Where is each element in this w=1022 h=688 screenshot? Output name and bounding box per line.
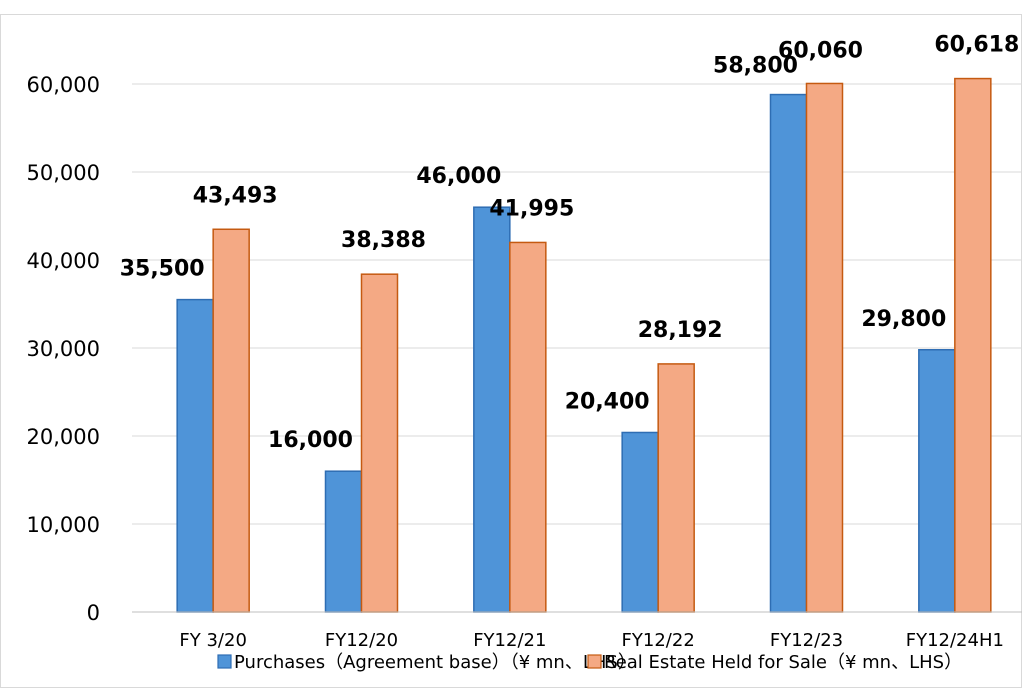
data-labels: 35,500 43,493 16,000 38,388 46,000 41,995 20,4… <box>120 33 1020 454</box>
bar <box>212 228 250 613</box>
legend: Purchases（Agreement base）（¥ mn、LHS）Real … <box>217 652 962 673</box>
data-label: 35,500 <box>120 257 205 282</box>
y-tick-label: 40,000 <box>27 249 100 273</box>
bar <box>621 431 659 613</box>
legend-entry: Real Estate Held for Sale（¥ mn、LHS） <box>604 652 962 673</box>
bar <box>769 93 808 613</box>
x-tick-label: FY12/22 <box>622 630 695 651</box>
bars <box>176 77 992 613</box>
data-label: 46,000 <box>416 164 501 189</box>
y-tick-label: 50,000 <box>27 161 100 185</box>
data-label: 41,995 <box>489 196 574 221</box>
x-tick-label: FY 3/20 <box>179 630 247 651</box>
bar <box>473 206 511 613</box>
y-tick-label: 10,000 <box>27 513 100 537</box>
data-label: 28,192 <box>638 318 723 343</box>
legend-swatch <box>587 654 602 669</box>
gridlines <box>132 83 1022 525</box>
data-label: 60,060 <box>778 38 863 63</box>
data-label: 38,388 <box>341 228 426 253</box>
bar <box>657 363 695 613</box>
bar <box>918 349 956 613</box>
bar <box>805 82 844 613</box>
x-tick-label: FY12/24H1 <box>906 630 1004 651</box>
x-tick-label: FY12/20 <box>325 630 398 651</box>
legend-entry: Purchases（Agreement base）（¥ mn、LHS） <box>234 652 636 673</box>
bar <box>176 298 214 613</box>
bar <box>509 241 547 613</box>
bar <box>324 470 363 613</box>
legend-swatch <box>217 654 232 669</box>
data-label: 58,800 <box>713 54 798 79</box>
data-label: 60,618 <box>934 33 1019 58</box>
data-label: 43,493 <box>193 183 278 208</box>
bar <box>954 77 992 613</box>
x-tick-label: FY12/21 <box>473 630 546 651</box>
data-label: 29,800 <box>861 307 946 332</box>
x-tick-label: FY12/23 <box>770 630 843 651</box>
data-label: 20,400 <box>565 389 650 414</box>
y-tick-label: 60,000 <box>27 73 100 97</box>
y-tick-label: 0 <box>87 601 100 625</box>
x-axis-category-labels: FY 3/20 FY12/20 FY12/21 FY12/22 FY12/23 FY12/… <box>179 630 1004 651</box>
bar <box>360 273 399 613</box>
y-tick-label: 20,000 <box>27 425 100 449</box>
y-axis-tick-labels: 0 10,000 20,000 30,000 40,000 50,000 60,000 <box>27 73 100 625</box>
data-label: 16,000 <box>268 428 353 453</box>
y-tick-label: 30,000 <box>27 337 100 361</box>
